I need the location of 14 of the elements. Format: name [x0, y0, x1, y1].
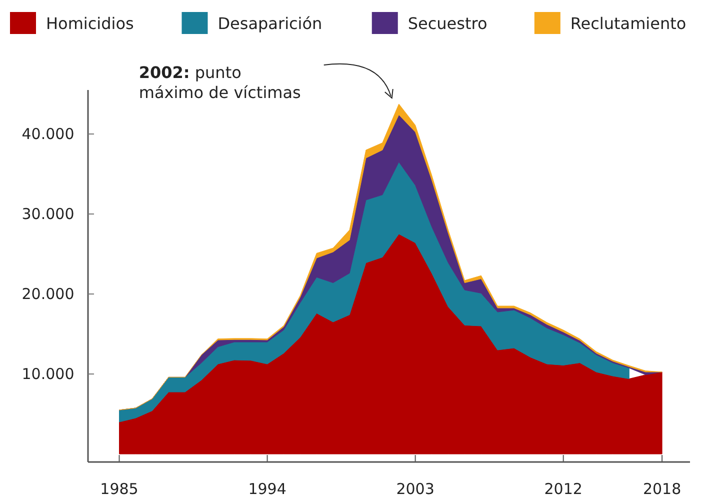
legend-label: Homicidios — [46, 14, 134, 33]
annotation: 2002: punto máximo de víctimas — [138, 63, 301, 102]
x-tick-label: 2018 — [642, 480, 682, 498]
x-tick-label: 1985 — [100, 480, 138, 498]
y-tick-label: 40.000 — [22, 125, 74, 143]
legend-label: Secuestro — [408, 14, 488, 33]
legend-label: Desaparición — [218, 14, 322, 33]
x-tick-label: 2003 — [396, 480, 434, 498]
x-tick-label: 1994 — [248, 480, 286, 498]
y-tick-label: 30.000 — [22, 205, 74, 223]
y-tick-label: 10.000 — [22, 365, 74, 383]
legend-label: Reclutamiento — [570, 14, 686, 33]
x-tick-label: 2012 — [544, 480, 582, 498]
y-tick-label: 20.000 — [22, 285, 74, 303]
